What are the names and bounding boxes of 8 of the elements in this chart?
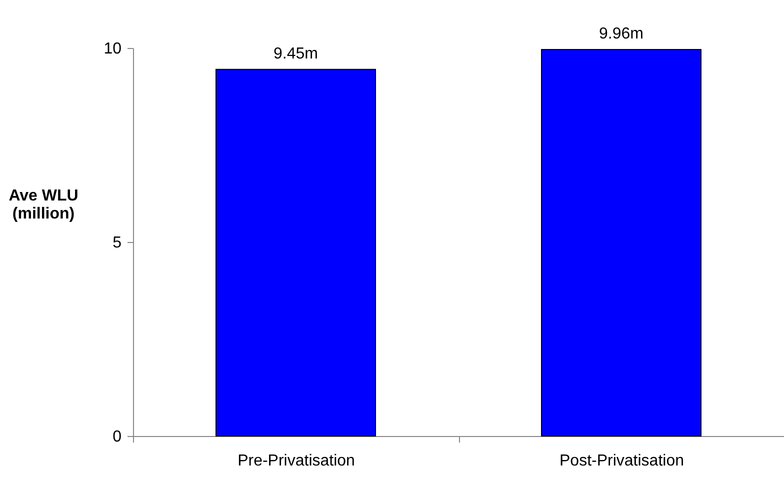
y-axis-title: Ave WLU (million) <box>8 188 78 222</box>
x-tick-label: Pre-Privatisation <box>238 452 355 470</box>
y-tick-label: 0 <box>112 428 122 446</box>
y-tick-label: 10 <box>104 40 122 58</box>
data-label: 9.96m <box>599 26 644 43</box>
data-label: 9.45m <box>274 45 318 62</box>
x-tick-label: Post-Privatisation <box>560 452 684 470</box>
y-tick-label: 5 <box>112 234 122 252</box>
